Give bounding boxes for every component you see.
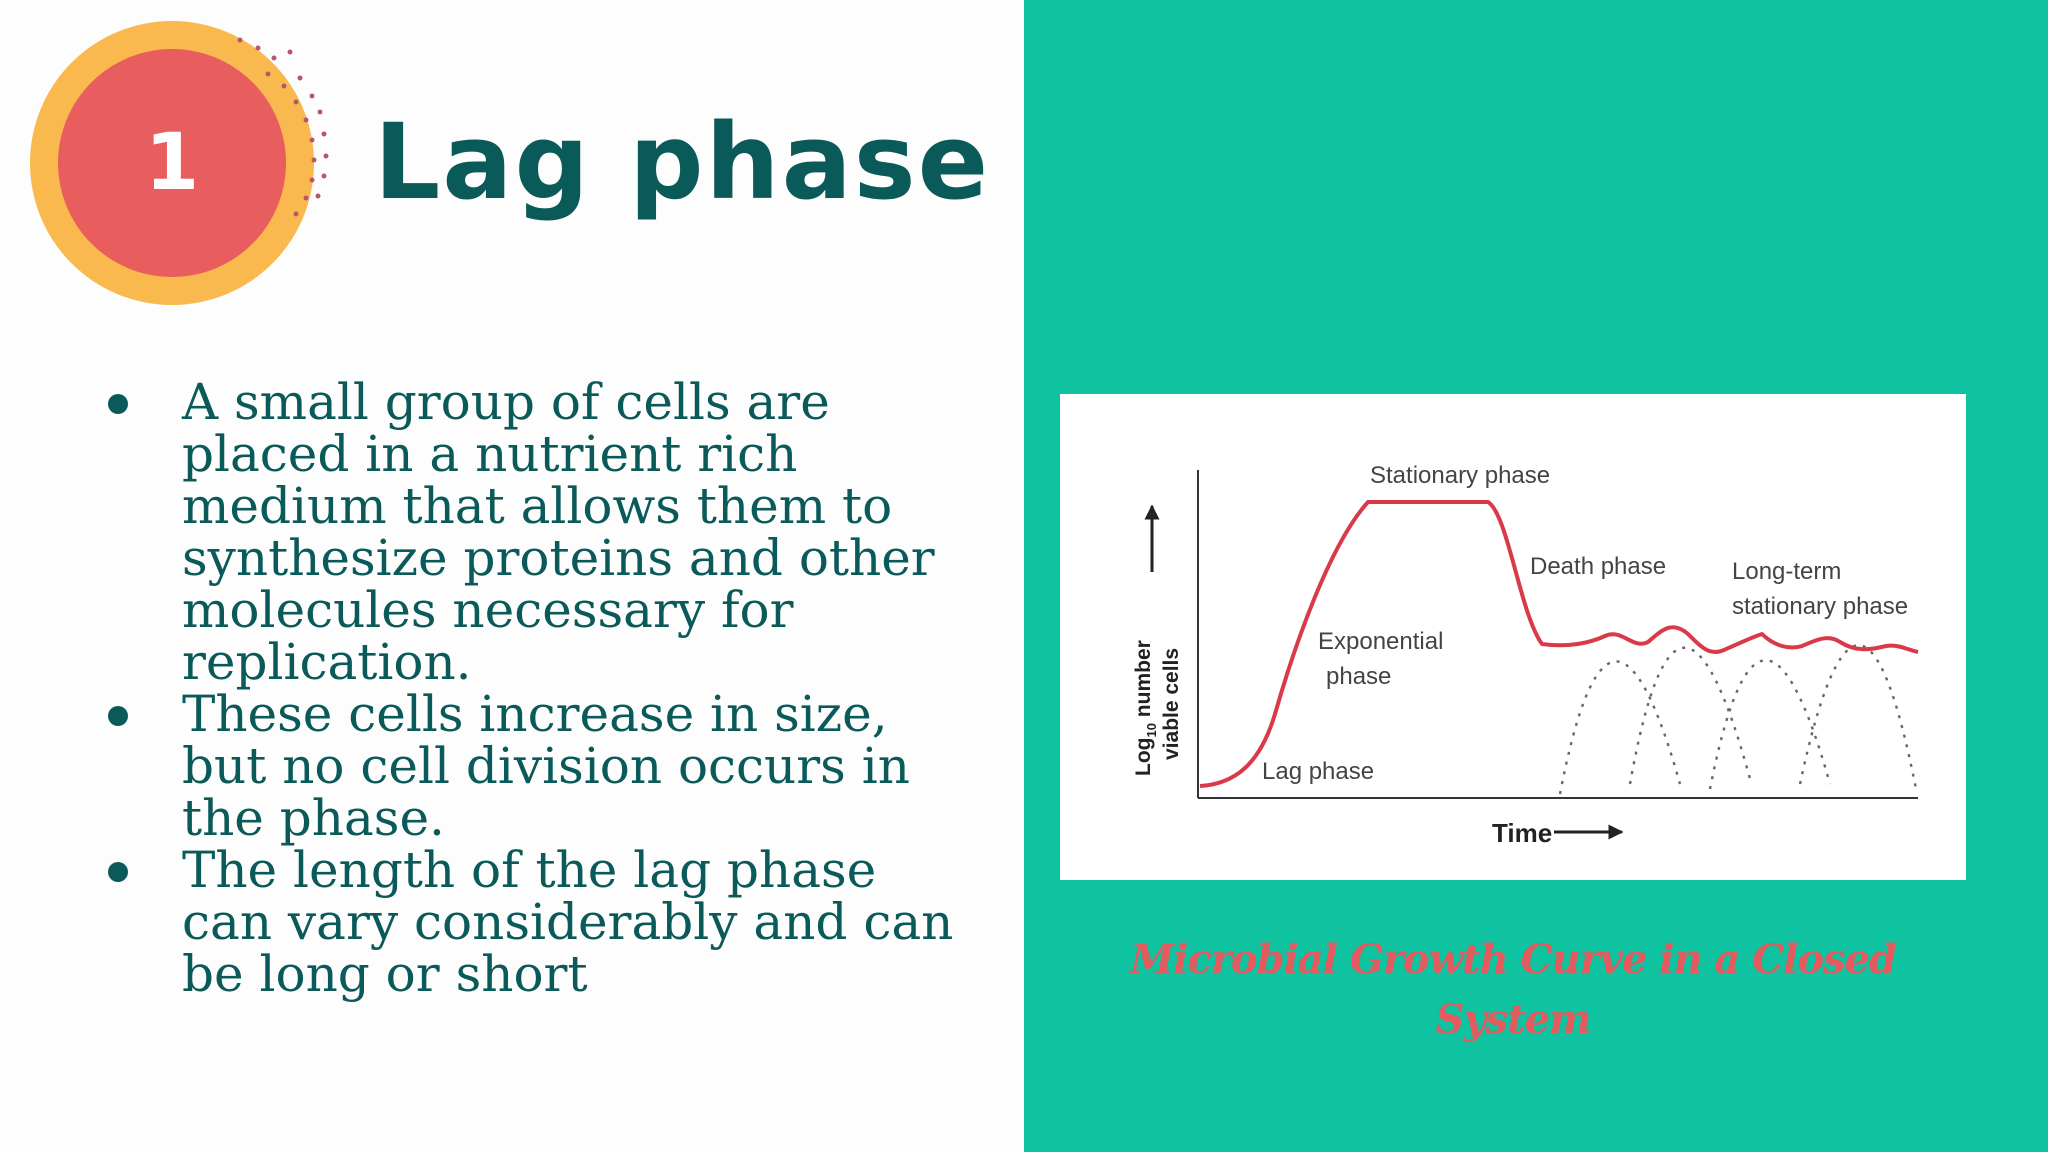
growth-curve-diagram: Stationary phase Death phase Long-term s… bbox=[1132, 462, 1919, 848]
exponential-label-line1: Exponential bbox=[1318, 628, 1443, 655]
subpopulation-curve bbox=[1558, 660, 1682, 795]
badge-graphic bbox=[30, 21, 329, 305]
bullet-dot bbox=[108, 394, 128, 414]
stationary-phase-label: Stationary phase bbox=[1370, 462, 1550, 489]
bullet-dot bbox=[108, 862, 128, 882]
badge-dot-pattern bbox=[237, 37, 329, 217]
y-axis-label-rest: number bbox=[1132, 640, 1155, 723]
slide-title: Lag phase bbox=[374, 101, 991, 223]
y-axis-label-line1: Log10 number bbox=[1132, 640, 1159, 776]
badge-inner-circle bbox=[58, 49, 286, 277]
lag-phase-label: Lag phase bbox=[1262, 758, 1374, 785]
bullet-item: These cells increase in size, but no cel… bbox=[100, 688, 980, 844]
growth-curve-line bbox=[1199, 500, 1919, 788]
bullet-item: A small group of cells are placed in a n… bbox=[100, 376, 980, 688]
long-term-label-line1: Long-term bbox=[1732, 558, 1841, 585]
bullet-dot bbox=[108, 706, 128, 726]
bullet-list: A small group of cells are placed in a n… bbox=[100, 376, 980, 1000]
bullet-text: The length of the lag phase can vary con… bbox=[182, 841, 954, 1003]
long-term-label-line2: stationary phase bbox=[1732, 593, 1908, 620]
y-axis-label-prefix: Log bbox=[1132, 738, 1155, 776]
subpopulation-curve bbox=[1628, 646, 1752, 785]
y-axis-label-subscript: 10 bbox=[1144, 723, 1159, 737]
growth-curve-figure: Stationary phase Death phase Long-term s… bbox=[1060, 394, 1966, 880]
subpopulation-curves bbox=[1558, 644, 1918, 795]
bullet-text: These cells increase in size, but no cel… bbox=[182, 685, 910, 847]
y-axis-label-line2: viable cells bbox=[1160, 648, 1183, 760]
bullet-text: A small group of cells are placed in a n… bbox=[182, 373, 935, 691]
bullet-item: The length of the lag phase can vary con… bbox=[100, 844, 980, 1000]
x-axis-label: Time bbox=[1492, 818, 1552, 848]
slide-number: 1 bbox=[144, 118, 200, 208]
exponential-label-line2: phase bbox=[1326, 663, 1391, 690]
figure-caption: Microbial Growth Curve in a Closed Syste… bbox=[1130, 936, 1897, 1043]
death-phase-label: Death phase bbox=[1530, 553, 1666, 580]
slide-number-badge: 1 bbox=[0, 0, 360, 320]
subpopulation-curve bbox=[1798, 644, 1918, 790]
subpopulation-curve bbox=[1708, 659, 1832, 790]
